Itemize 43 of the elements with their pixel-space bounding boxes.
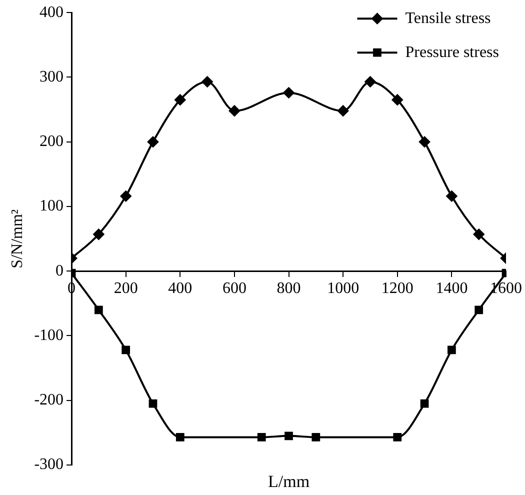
point: [176, 433, 184, 442]
point: [283, 87, 294, 98]
point: [393, 433, 402, 442]
point: [257, 433, 266, 442]
x-tick-label: 1200: [381, 280, 414, 297]
point: [120, 190, 132, 202]
y-tick-label: 400: [40, 4, 64, 21]
y-axis-title: S/N/mm²: [8, 209, 26, 268]
y-tick-label: -100: [34, 326, 64, 344]
x-axis-title: L/mm: [268, 472, 310, 491]
y-tick-label: 200: [40, 133, 64, 150]
y-tick-label: 0: [56, 262, 64, 280]
point: [202, 76, 213, 88]
legend-label: Pressure stress: [405, 44, 499, 61]
legend-label: Tensile stress: [405, 10, 491, 27]
point: [312, 433, 320, 442]
x-tick-label: 1000: [327, 280, 360, 297]
point: [122, 346, 130, 354]
point: [94, 306, 103, 314]
point: [284, 432, 293, 440]
y-tick-label: -200: [34, 392, 64, 409]
point: [93, 228, 104, 240]
point: [473, 228, 484, 240]
point: [228, 105, 240, 116]
point: [420, 399, 429, 408]
point: [446, 190, 458, 202]
x-tick-label: 200: [114, 280, 138, 297]
point: [392, 94, 403, 106]
point: [419, 136, 430, 148]
x-tick-label: 1400: [436, 280, 468, 297]
point: [448, 346, 456, 354]
point: [474, 306, 484, 314]
point: [174, 94, 186, 106]
x-tick-label: 600: [222, 280, 246, 297]
y-tick-label: -300: [34, 456, 64, 474]
point: [364, 76, 376, 88]
x-tick-label: 400: [168, 280, 192, 297]
y-tick-label: 300: [40, 68, 64, 86]
point: [148, 399, 158, 408]
point: [338, 105, 349, 116]
x-tick-label: 800: [276, 280, 301, 297]
y-tick-label: 100: [40, 198, 64, 215]
point: [147, 136, 158, 148]
